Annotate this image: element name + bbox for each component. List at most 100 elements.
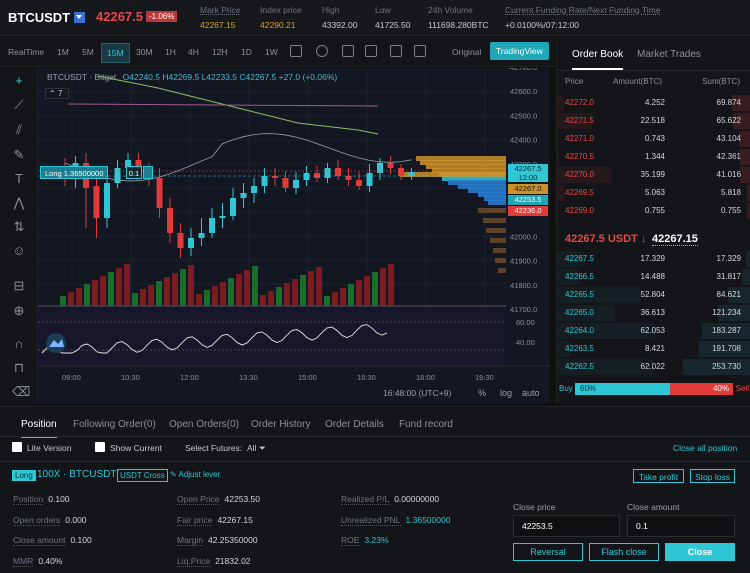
chevron-down-icon[interactable] (74, 12, 85, 23)
bid-row[interactable]: 42263.5 8.421 191.708 (557, 340, 750, 358)
trash-icon[interactable]: ⌫ (12, 385, 26, 399)
bid-row[interactable]: 42265.5 52.804 84.621 (557, 286, 750, 304)
tab-order-details[interactable]: Order Details (325, 419, 384, 430)
tf-1h[interactable]: 1H (165, 47, 176, 57)
volume-bar (68, 292, 74, 306)
brush-icon[interactable]: ✎ (12, 148, 26, 162)
text-icon[interactable]: T (12, 172, 26, 186)
tf-1m[interactable]: 1M (57, 47, 69, 57)
time-tick: 16:30 (357, 373, 376, 382)
crosshair-icon[interactable]: + (12, 74, 26, 88)
ask-row[interactable]: 42270.0 35.199 41.016 (557, 166, 750, 184)
ruler-icon[interactable]: ⊟ (12, 279, 26, 293)
field-fair-price: Fair price 42267.15 (177, 515, 253, 525)
candle (356, 180, 362, 186)
bid-row[interactable]: 42266.5 14.488 31.817 (557, 268, 750, 286)
ask-row[interactable]: 42269.5 5.063 5.818 (557, 184, 750, 202)
symbol-selector[interactable]: BTCUSDT (8, 10, 85, 25)
tf-15m[interactable]: 15M (101, 43, 130, 63)
select-futures-label: Select Futures: (185, 443, 242, 453)
tab-order-history[interactable]: Order History (251, 419, 310, 430)
ask-row[interactable]: 42269.0 0.755 0.755 (557, 202, 750, 220)
candle (346, 176, 352, 180)
ask-row[interactable]: 42270.5 1.344 42.361 (557, 148, 750, 166)
tf-5m[interactable]: 5M (82, 47, 94, 57)
top-bar: BTCUSDT 42267.5 -1.06% Mark Price 42267.1… (0, 0, 750, 36)
ask-row[interactable]: 42271.5 22.518 65.622 (557, 112, 750, 130)
tab-order-book[interactable]: Order Book (572, 49, 623, 60)
lite-version-checkbox[interactable] (12, 442, 22, 452)
margin-mode-badge[interactable]: USDT Cross (117, 469, 168, 482)
tab-open-orders[interactable]: Open Orders(0) (169, 419, 239, 430)
tf-30m[interactable]: 30M (136, 47, 153, 57)
forecast-icon[interactable]: ⇅ (12, 220, 26, 234)
row-sum: 121.234 (712, 308, 741, 317)
original-button[interactable]: Original (452, 47, 481, 57)
zoom-in-icon[interactable]: ⊕ (12, 304, 26, 318)
lock-icon[interactable]: ⊓ (12, 361, 26, 375)
tf-realtime[interactable]: RealTime (8, 47, 44, 57)
trendline-icon[interactable]: ⟋ (12, 98, 26, 112)
stop-loss-button[interactable]: Stop loss (690, 469, 735, 483)
tab-fund-record[interactable]: Fund record (399, 419, 453, 430)
tab-market-trades[interactable]: Market Trades (637, 49, 701, 60)
log-toggle[interactable]: log (500, 388, 512, 398)
candle (209, 218, 215, 233)
adjust-lever-link[interactable]: ✎ Adjust lever (170, 470, 220, 479)
ask-row[interactable]: 42271.0 0.743 43.104 (557, 130, 750, 148)
indicator-collapse[interactable]: ⌃ 7 (45, 88, 69, 99)
auto-toggle[interactable]: auto (522, 388, 540, 398)
position-qty[interactable]: 0.1 (126, 166, 142, 179)
volume-bar (132, 293, 138, 306)
position-label: Long 1.36500000 (45, 169, 103, 178)
pitchfork-icon[interactable]: ⫽ (12, 123, 26, 137)
layout-icon[interactable] (390, 45, 402, 57)
position-close-x[interactable] (143, 166, 153, 179)
settings-icon[interactable] (342, 45, 354, 57)
tf-1w[interactable]: 1W (265, 47, 278, 57)
flash-close-button[interactable]: Flash close (589, 543, 659, 561)
candle (325, 168, 331, 178)
field-liq-price: Liq.Price 21832.02 (177, 556, 251, 566)
tab-position[interactable]: Position (21, 419, 57, 430)
volume-bar (284, 283, 290, 306)
tf-12h[interactable]: 12H (212, 47, 228, 57)
ask-row[interactable]: 42272.0 4.252 69.874 (557, 94, 750, 112)
take-profit-button[interactable]: Take profit (633, 469, 684, 483)
candle (367, 173, 373, 186)
close-amount-label: Close amount (627, 502, 679, 512)
pattern-icon[interactable]: ⋀ (12, 196, 26, 210)
row-price: 42269.5 (565, 188, 594, 197)
close-button[interactable]: Close (665, 543, 735, 561)
bid-row[interactable]: 42264.0 62.053 183.287 (557, 322, 750, 340)
close-price-input[interactable]: 42253.5 (513, 515, 620, 537)
tradingview-button[interactable]: TradingView (490, 42, 549, 60)
tf-1d[interactable]: 1D (241, 47, 252, 57)
chart-type-icon[interactable] (290, 45, 302, 57)
close-all-link[interactable]: Close all position (673, 443, 737, 453)
chart-canvas[interactable]: 42700.042600.042500.042400.042300.042200… (38, 68, 550, 403)
price-chart[interactable]: 42700.042600.042500.042400.042300.042200… (38, 68, 550, 403)
fullscreen-icon[interactable] (414, 45, 426, 57)
position-line-label[interactable]: Long 1.36500000 (40, 166, 108, 179)
row-price: 42262.5 (565, 362, 594, 371)
reversal-button[interactable]: Reversal (513, 543, 583, 561)
divider (0, 461, 750, 462)
bid-row[interactable]: 42262.5 62.022 253.730 (557, 358, 750, 376)
close-amount-input[interactable]: 0.1 (627, 515, 735, 537)
tab-following-order[interactable]: Following Order(0) (73, 419, 156, 430)
percent-toggle[interactable]: % (478, 388, 486, 398)
candle (335, 168, 341, 176)
tf-4h[interactable]: 4H (188, 47, 199, 57)
futures-select[interactable]: All ⏷ (247, 443, 266, 454)
camera-icon[interactable] (365, 45, 377, 57)
indicators-icon[interactable] (316, 45, 328, 57)
bid-row[interactable]: 42265.0 36.613 121.234 (557, 304, 750, 322)
show-current-checkbox[interactable] (95, 442, 105, 452)
price-tick: 42400.0 (510, 136, 537, 145)
bid-row[interactable]: 42267.5 17.329 17.329 (557, 250, 750, 268)
last-price: 42267.5 (96, 9, 143, 24)
smile-icon[interactable]: ☺ (12, 244, 26, 258)
magnet-icon[interactable]: ∩ (12, 337, 26, 351)
field-realized-pl: Realized P/L 0.00000000 (341, 494, 439, 504)
